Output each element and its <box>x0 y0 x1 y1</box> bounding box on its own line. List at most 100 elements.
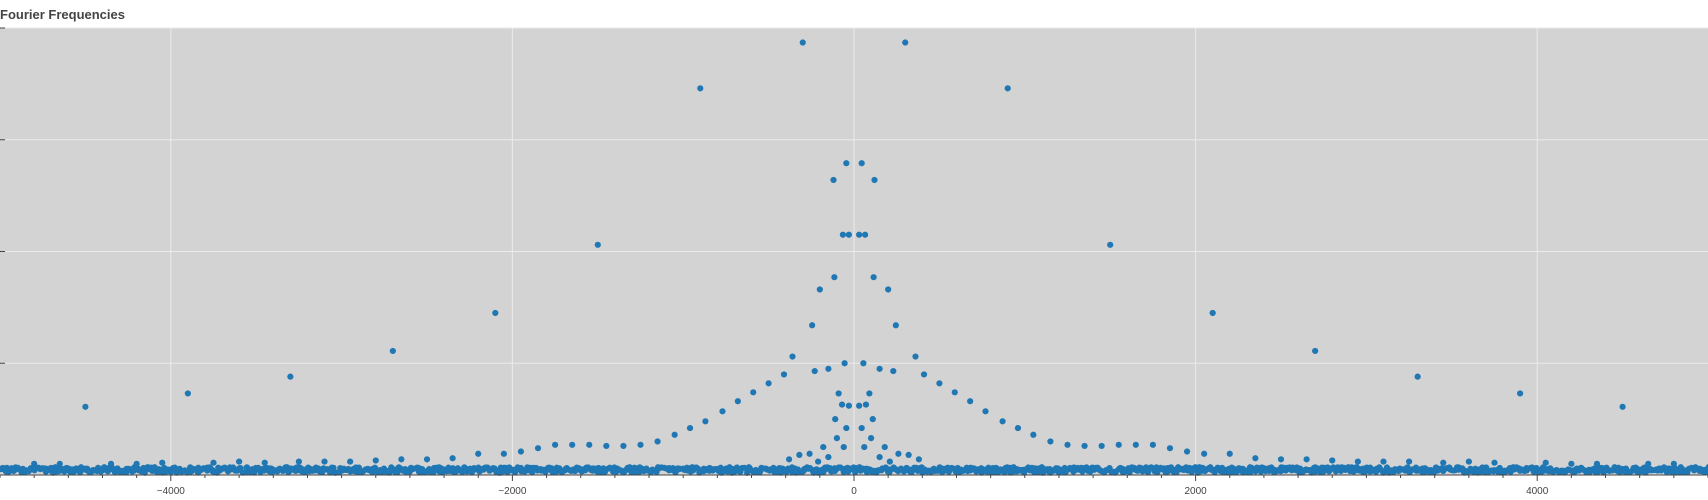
data-point <box>860 360 867 367</box>
data-point <box>347 458 354 465</box>
data-point <box>1406 458 1413 465</box>
data-point <box>866 390 873 397</box>
data-point <box>785 456 793 463</box>
data-point <box>1645 460 1652 467</box>
data-point <box>881 443 888 451</box>
data-point <box>830 176 837 184</box>
data-point <box>734 398 741 405</box>
data-point <box>820 443 827 451</box>
data-point <box>920 371 928 378</box>
noise-point <box>1674 469 1682 476</box>
data-point <box>236 458 243 465</box>
data-point <box>1593 460 1601 467</box>
data-point <box>796 451 803 458</box>
data-point <box>912 353 919 360</box>
data-point <box>856 231 863 238</box>
data-point <box>815 458 822 465</box>
data-point <box>603 442 610 450</box>
data-point <box>637 441 644 448</box>
data-point <box>1115 441 1122 448</box>
data-point <box>1209 309 1216 317</box>
data-point <box>500 450 507 457</box>
data-point <box>1004 85 1011 92</box>
data-point <box>951 389 958 396</box>
noise-point <box>1705 464 1708 471</box>
data-point <box>1201 450 1208 457</box>
data-point <box>886 458 893 465</box>
data-point <box>845 231 852 238</box>
data-point <box>833 435 841 442</box>
data-point <box>1132 441 1139 448</box>
data-point <box>210 459 217 466</box>
data-point <box>1354 458 1361 465</box>
data-point <box>261 459 268 466</box>
x-tick-labels: −4000 −2000 0 2000 4000 <box>157 486 1549 497</box>
data-point <box>697 85 704 92</box>
data-point <box>1329 457 1336 464</box>
noise-point <box>237 464 244 472</box>
data-point <box>1414 373 1421 380</box>
data-point <box>1312 347 1319 355</box>
data-point <box>517 448 525 455</box>
data-points <box>31 39 1677 467</box>
data-point <box>1542 459 1549 466</box>
data-point <box>902 39 909 46</box>
data-point <box>1619 403 1626 410</box>
data-point <box>845 402 852 409</box>
noise-point <box>355 464 363 471</box>
data-point <box>295 458 302 465</box>
data-point <box>982 408 989 415</box>
noise-point <box>1496 464 1503 472</box>
data-point <box>654 438 661 445</box>
noise-floor <box>0 464 1708 476</box>
data-point <box>890 367 897 375</box>
grid-lines <box>0 27 1708 475</box>
data-point <box>586 441 593 448</box>
data-point <box>569 441 576 448</box>
x-tick-label: −2000 <box>498 486 527 497</box>
x-tick-label: 4000 <box>1526 486 1549 497</box>
data-point <box>750 389 757 396</box>
data-point <box>159 459 166 466</box>
data-point <box>1380 458 1387 465</box>
data-point <box>398 456 405 463</box>
data-point <box>841 360 848 367</box>
data-point <box>831 274 838 281</box>
data-point <box>1149 441 1156 448</box>
data-point <box>1183 448 1191 455</box>
data-point <box>1465 458 1472 465</box>
x-tick-label: −4000 <box>157 486 186 497</box>
data-point <box>1064 441 1071 448</box>
data-point <box>905 451 912 458</box>
data-point <box>861 443 868 451</box>
data-point <box>858 424 865 432</box>
noise-point <box>741 464 748 471</box>
data-point <box>876 365 883 372</box>
data-point <box>107 460 115 467</box>
data-point <box>492 309 499 317</box>
data-point <box>871 176 878 184</box>
data-point <box>287 373 294 380</box>
data-point <box>862 231 869 238</box>
data-point <box>838 401 846 408</box>
data-point <box>839 231 846 238</box>
data-point <box>1517 390 1524 397</box>
data-point <box>1491 459 1498 466</box>
data-point <box>789 353 796 360</box>
data-point <box>915 456 923 463</box>
data-point <box>1098 442 1105 450</box>
axes <box>0 27 1708 481</box>
data-point <box>885 286 892 293</box>
data-point <box>936 380 943 387</box>
data-point <box>843 160 850 167</box>
data-point <box>449 455 456 462</box>
data-point <box>870 274 877 281</box>
x-tick-label: 0 <box>851 486 857 497</box>
data-point <box>825 454 832 461</box>
data-point <box>321 458 328 465</box>
data-point <box>1303 456 1310 463</box>
data-point <box>765 380 772 387</box>
data-point <box>1226 450 1233 457</box>
data-point <box>184 390 191 397</box>
